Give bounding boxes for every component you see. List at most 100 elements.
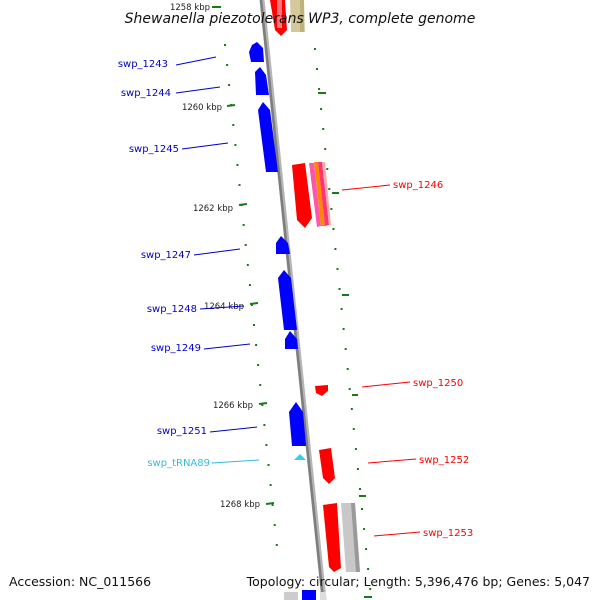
track-dot <box>232 124 235 126</box>
track-dot <box>269 484 272 486</box>
track-dot <box>263 424 266 426</box>
track-dot <box>238 184 241 186</box>
gene-swp_1243[interactable] <box>249 42 264 62</box>
track-dot <box>318 88 321 90</box>
track-dot <box>246 264 249 266</box>
track-dot <box>234 144 237 146</box>
track-dot <box>228 84 231 86</box>
track-dot <box>255 344 258 346</box>
track-dot <box>365 548 368 550</box>
track-dot <box>324 148 327 150</box>
track-dot <box>354 448 357 450</box>
gene-swp_1252[interactable] <box>319 448 335 484</box>
gene-swp_1253[interactable] <box>323 503 341 572</box>
track-dot <box>314 48 316 50</box>
track-dot <box>226 64 229 66</box>
ruler-label: 1268 kbp <box>220 500 260 510</box>
accession-text: Accession: NC_011566 <box>9 574 151 589</box>
dotted-tracks <box>224 44 372 590</box>
track-dot <box>332 228 335 230</box>
track-dot <box>359 488 361 490</box>
gene-label[interactable]: swp_1250 <box>413 378 463 389</box>
track-dot <box>273 524 276 526</box>
gene-swp_1249[interactable] <box>285 331 298 349</box>
gene-labels: swp_1243 swp_1244 swp_1245 swp_1246 swp_… <box>118 59 473 539</box>
track-dot <box>250 304 253 306</box>
gene-swp_1251[interactable] <box>289 402 306 446</box>
track-dot <box>369 588 372 590</box>
track-dot <box>346 368 349 370</box>
track-dot <box>242 224 245 226</box>
gene-label[interactable]: swp_1251 <box>157 426 207 437</box>
track-dot <box>340 308 343 310</box>
track-dot <box>328 188 331 190</box>
track-dot <box>348 388 351 390</box>
gene-swp_1253-neighbor-grey-edge <box>351 503 360 572</box>
track-dot <box>236 164 239 166</box>
gene-swp_1250[interactable] <box>315 385 328 396</box>
gene-swp_1246-stripe-3 <box>318 162 329 226</box>
partial-feature-top-pink <box>277 0 282 28</box>
gene-swp_1248[interactable] <box>278 270 297 330</box>
ruler-label: 1258 kbp <box>170 3 210 13</box>
trna-swp_tRNA89[interactable] <box>294 454 306 460</box>
gene-label[interactable]: swp_1244 <box>121 88 171 99</box>
track-dot <box>367 568 370 570</box>
track-dot <box>322 128 325 130</box>
label-leaders <box>175 56 421 537</box>
track-dot <box>363 528 366 530</box>
outer-ticks <box>318 92 372 598</box>
track-dot <box>271 504 274 506</box>
track-dot <box>342 328 345 330</box>
track-dot <box>253 324 255 326</box>
gene-label[interactable]: swp_1243 <box>118 59 168 70</box>
gene-swp_1246-stripe-1 <box>309 163 321 227</box>
topology-text: Topology: circular; Length: 5,396,476 bp… <box>246 574 590 589</box>
track-dot <box>261 404 264 406</box>
track-dot <box>267 464 270 466</box>
track-dot <box>316 68 318 70</box>
gene-label[interactable]: swp_1246 <box>393 180 443 191</box>
ruler-label: 1260 kbp <box>182 103 222 113</box>
feature-track <box>249 0 360 600</box>
track-dot <box>330 208 333 210</box>
partial-feature-bottom-grey-2 <box>320 592 326 600</box>
track-dot <box>344 348 347 350</box>
track-dot <box>257 364 260 366</box>
gene-swp_1246-stripe-4 <box>322 162 331 225</box>
gene-swp_1244[interactable] <box>255 67 269 95</box>
track-dot <box>320 108 323 110</box>
track-dot <box>224 44 226 46</box>
track-dot <box>356 468 359 470</box>
gene-label[interactable]: swp_tRNA89 <box>147 458 210 469</box>
gene-label[interactable]: swp_1248 <box>147 304 197 315</box>
track-dot <box>334 248 337 250</box>
gene-label[interactable]: swp_1249 <box>151 343 201 354</box>
track-dot <box>336 268 339 270</box>
track-dot <box>275 544 278 546</box>
gene-swp_1245[interactable] <box>258 102 278 172</box>
gene-swp_1246[interactable] <box>292 163 312 228</box>
track-dot <box>265 444 268 446</box>
ruler-label: 1266 kbp <box>213 401 253 411</box>
track-dot <box>259 384 262 386</box>
partial-feature-bottom-grey <box>284 592 298 600</box>
gene-label[interactable]: swp_1245 <box>129 144 179 155</box>
track-dot <box>361 508 363 510</box>
partial-feature-top-olive-edge <box>300 0 304 32</box>
partial-feature-bottom-blue <box>302 590 316 600</box>
gene-swp_1247[interactable] <box>276 236 290 254</box>
track-dot <box>244 244 247 246</box>
track-dot <box>338 288 341 290</box>
map-title: Shewanella piezotolerans WP3, complete g… <box>125 11 476 27</box>
track-dot <box>326 168 329 170</box>
ruler-label: 1262 kbp <box>193 204 233 214</box>
gene-label[interactable]: swp_1253 <box>423 528 473 539</box>
gene-swp_1246-stripe-2 <box>314 162 325 226</box>
gene-label[interactable]: swp_1252 <box>419 455 469 466</box>
track-dot <box>350 408 353 410</box>
track-dot <box>352 428 355 430</box>
track-dot <box>248 284 251 286</box>
gene-label[interactable]: swp_1247 <box>141 250 191 261</box>
